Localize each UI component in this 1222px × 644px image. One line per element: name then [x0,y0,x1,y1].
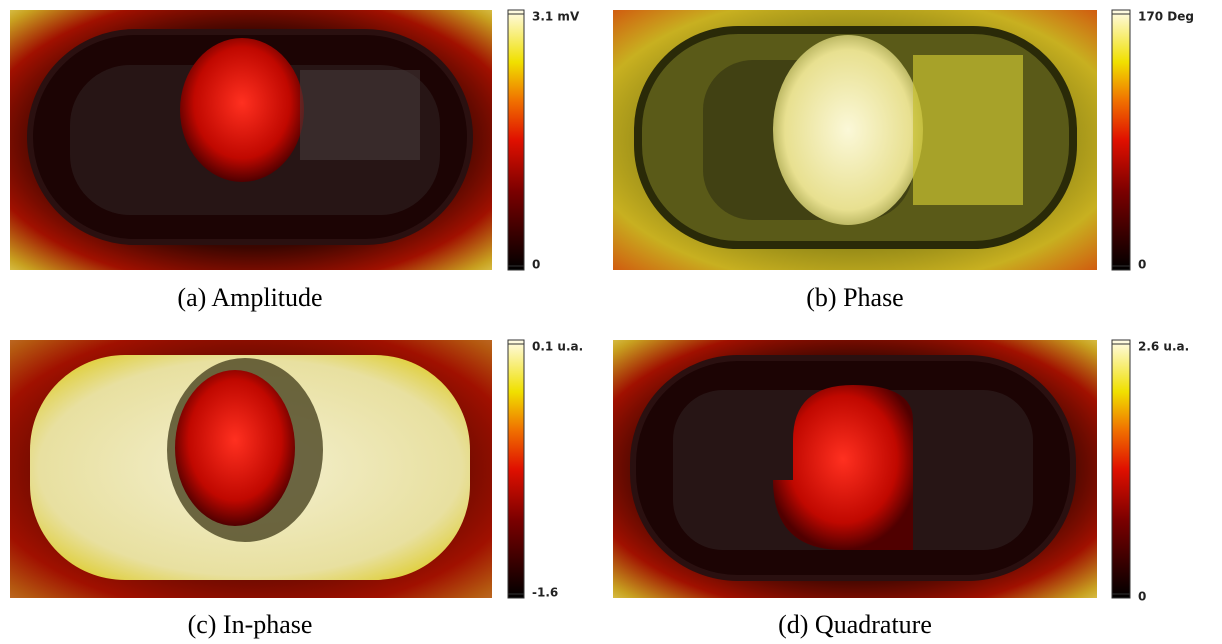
figure: 3.1 mV 0 170 Deg 0 0.1 u.a. -1.6 2.6 u.a… [0,0,1222,644]
colorbar-min-label: 0 [532,258,540,272]
caption: (a) Amplitude [177,283,322,312]
colorbar [508,10,524,270]
panel-image [10,340,492,598]
colorbar [1112,10,1130,270]
colorbar-min-label: -1.6 [532,586,558,600]
colorbar-max-label: 2.6 u.a. [1138,340,1189,354]
caption: (d) Quadrature [778,610,932,639]
caption: (b) Phase [806,283,903,312]
colorbar-max-label: 0.1 u.a. [532,340,583,354]
panel-image [613,340,1097,598]
colorbar [1112,340,1130,598]
colorbar-min-label: 0 [1138,258,1146,272]
colorbar-max-label: 170 Deg [1138,10,1194,24]
panel-image [10,10,492,270]
colorbar-min-label: 0 [1138,590,1146,604]
panel-image [613,10,1097,270]
colorbar-max-label: 3.1 mV [532,10,580,24]
colorbar [508,340,524,598]
caption: (c) In-phase [188,610,313,639]
